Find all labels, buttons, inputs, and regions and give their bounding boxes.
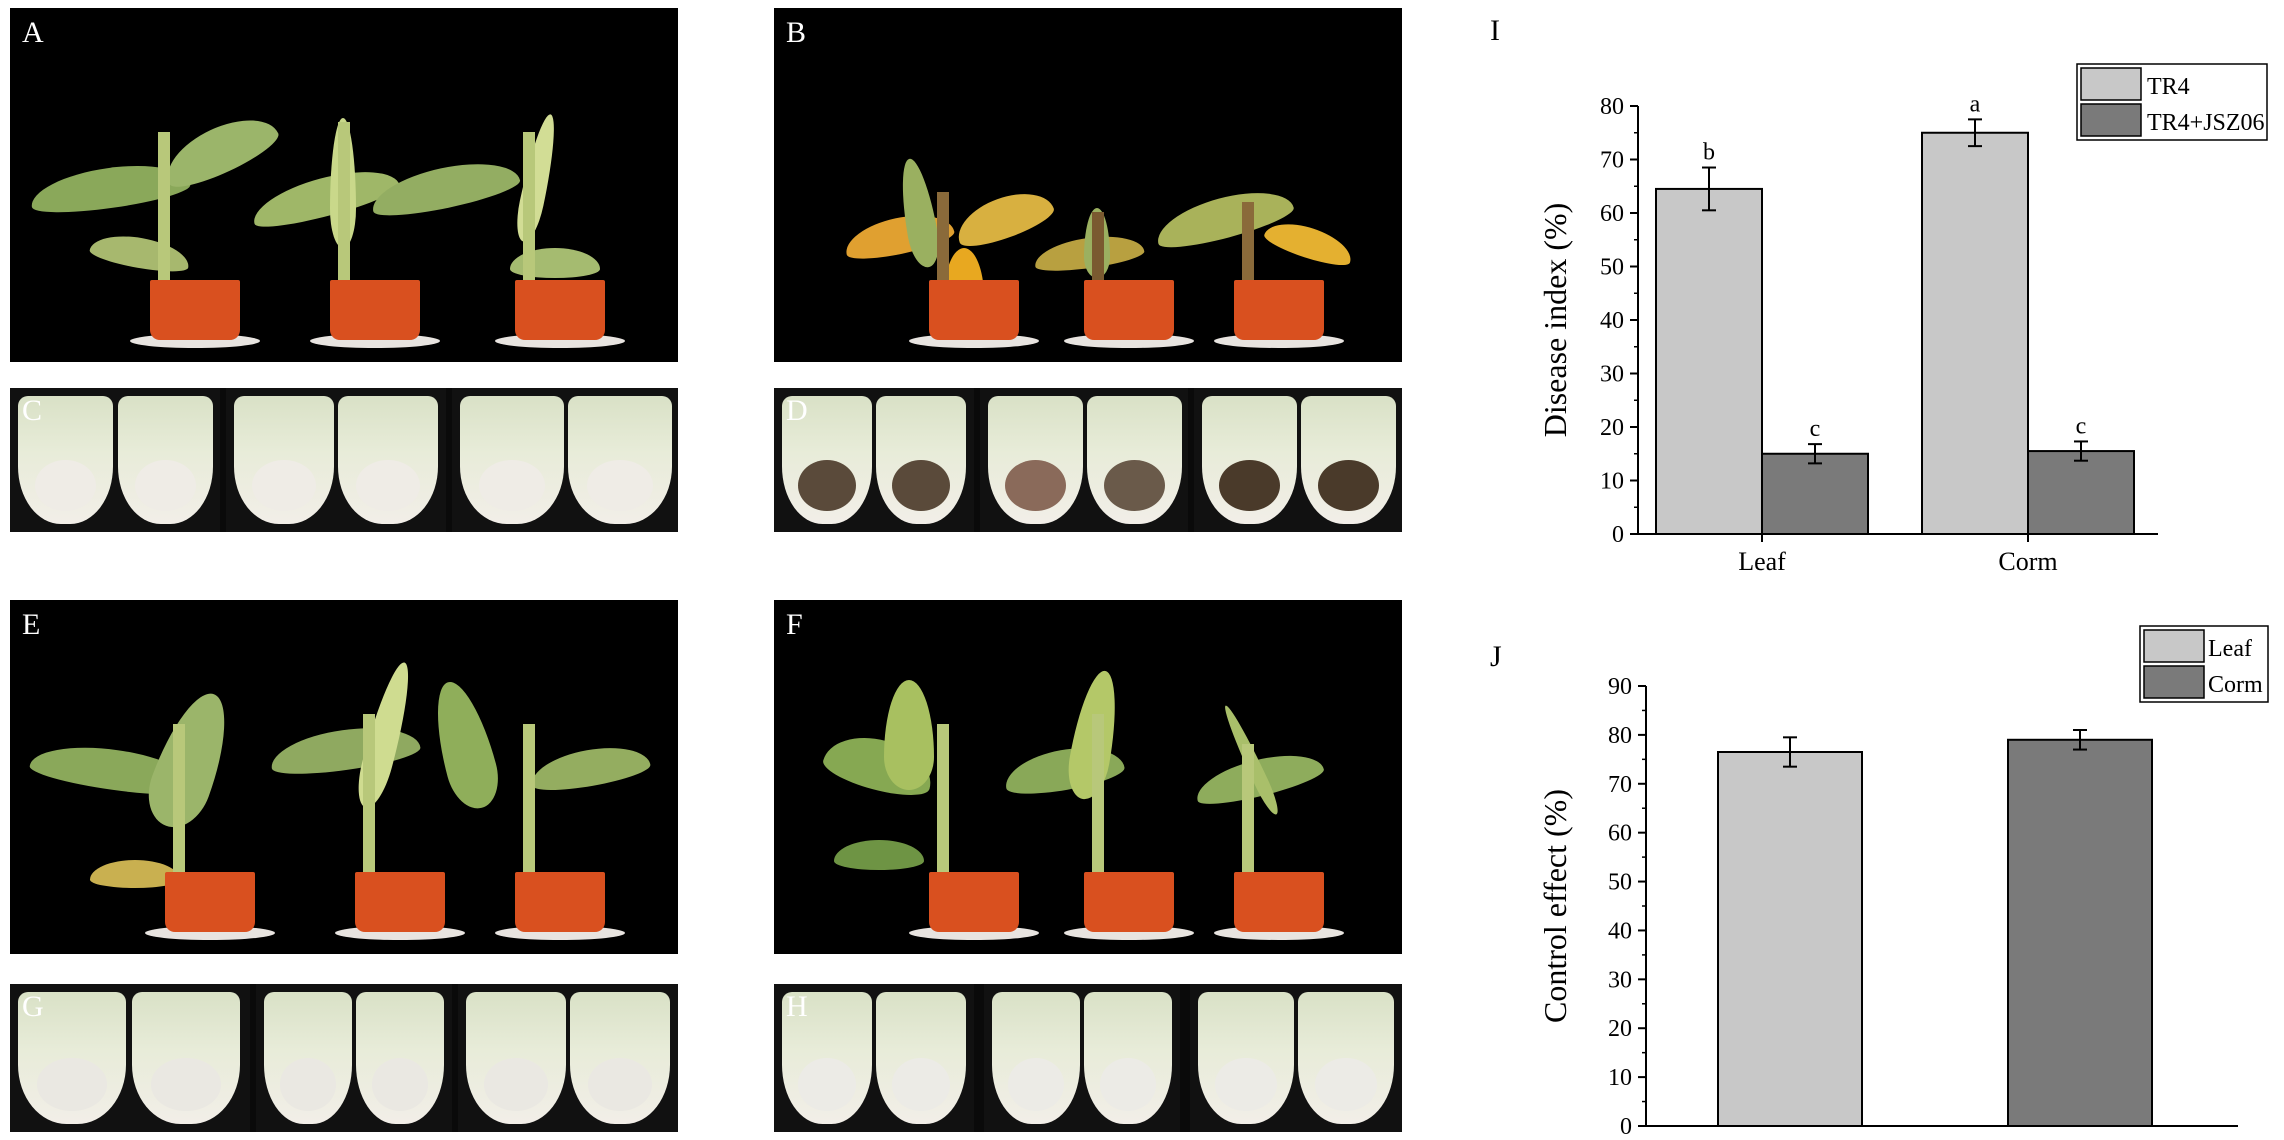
panel-label-f: F (786, 608, 803, 641)
y-tick-label: 40 (1608, 918, 1632, 944)
y-tick-label: 50 (1600, 255, 1624, 281)
significance-letter: a (1970, 91, 1981, 117)
photo-panel-g: G (10, 984, 678, 1132)
y-tick-label: 30 (1608, 967, 1632, 993)
panel-label-h: H (786, 990, 808, 1023)
bar-tr4-jsz06 (2027, 450, 2135, 536)
legend-swatch (2143, 665, 2205, 699)
y-tick-label: 80 (1600, 94, 1624, 120)
significance-letter: c (1810, 416, 1821, 442)
photo-panel-d: D (774, 388, 1402, 532)
panel-label-i: I (1490, 14, 1500, 47)
legend-label: TR4+JSZ06 (2147, 110, 2265, 136)
y-tick-label: 90 (1608, 674, 1632, 700)
panel-label-g: G (22, 990, 44, 1023)
photo-panel-c: C (10, 388, 678, 532)
panel-label-a: A (22, 16, 44, 49)
photo-panel-h: H (774, 984, 1402, 1132)
disease-index-chart: 0 10 20 30 40 50 60 70 80 Disease index (%) Leaf b c… (1537, 63, 2268, 576)
bar-tr4 (1921, 131, 2029, 535)
y-axis-title: Control effect (%) (1537, 789, 1573, 1023)
y-tick-label: 30 (1600, 362, 1624, 388)
legend-swatch (2080, 103, 2142, 137)
legend-label: Corm (2208, 672, 2263, 698)
y-tick-label: 10 (1608, 1065, 1632, 1091)
photo-panel-f: F (774, 600, 1402, 954)
panel-label-e: E (22, 608, 41, 641)
y-tick-label: 20 (1608, 1016, 1632, 1042)
panel-label-b: B (786, 16, 807, 49)
y-axis-title: Disease index (%) (1537, 203, 1573, 438)
legend-swatch (2143, 629, 2205, 663)
photo-panel-a: A (10, 8, 678, 362)
photo-panel-b: B (774, 8, 1402, 362)
significance-letter: c (2076, 413, 2087, 439)
y-tick-label: 80 (1608, 723, 1632, 749)
legend-label: TR4 (2147, 74, 2190, 100)
y-tick-label: 60 (1608, 821, 1632, 847)
y-tick-label: 70 (1608, 772, 1632, 798)
bar-tr4 (1655, 187, 1763, 536)
control-effect-chart: 0 10 20 30 40 50 60 70 80 90 Control effect (%) Lea… (1537, 625, 2269, 1136)
y-tick-label: 40 (1600, 308, 1624, 334)
x-tick-label: Corm (1998, 547, 2057, 576)
panel-label-d: D (786, 394, 808, 427)
bar-leaf (1717, 751, 1863, 1127)
photo-panel-e: E (10, 600, 678, 954)
legend-label: Leaf (2208, 636, 2252, 662)
y-tick-label: 70 (1600, 148, 1624, 174)
y-tick-label: 0 (1612, 522, 1624, 548)
significance-letter: b (1703, 140, 1715, 166)
legend-swatch (2080, 67, 2142, 101)
y-tick-label: 10 (1600, 469, 1624, 495)
panel-label-c: C (22, 394, 43, 427)
y-tick-label: 60 (1600, 201, 1624, 227)
y-tick-label: 0 (1620, 1114, 1632, 1136)
x-tick-label: Leaf (1738, 547, 1786, 576)
y-tick-label: 50 (1608, 870, 1632, 896)
bar-tr4-jsz06 (1761, 452, 1869, 535)
panel-label-j: J (1490, 640, 1502, 673)
bar-corm (2007, 738, 2153, 1128)
y-tick-label: 20 (1600, 415, 1624, 441)
